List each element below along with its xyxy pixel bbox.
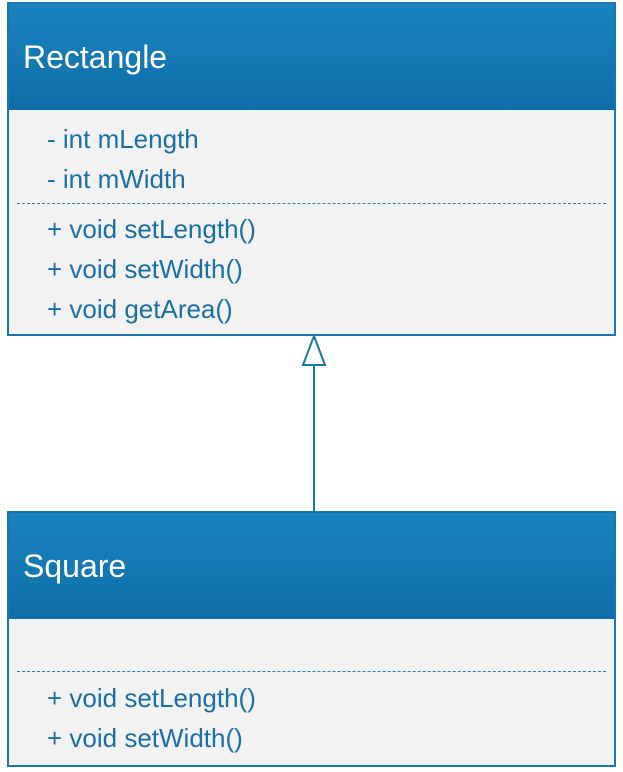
class-rectangle[interactable]: Rectangle - int mLength - int mWidth + v… <box>7 2 616 336</box>
operation-item: + void getArea() <box>47 294 233 324</box>
operation-item: + void setWidth() <box>47 254 243 284</box>
class-rectangle-operations: + void setLength() + void setWidth() + v… <box>9 204 614 329</box>
operation-item: + void setLength() <box>47 214 256 244</box>
attribute-item: - int mLength <box>47 124 199 154</box>
class-rectangle-attributes: - int mLength - int mWidth <box>9 110 614 203</box>
attribute-item: - int mWidth <box>47 164 186 194</box>
class-square[interactable]: Square + void setLength() + void setWidt… <box>7 511 616 767</box>
class-square-attributes <box>9 619 614 671</box>
compartment-divider <box>17 203 606 204</box>
generalization-arrowhead-icon <box>301 333 327 366</box>
class-rectangle-name: Rectangle <box>9 4 614 110</box>
compartment-divider <box>17 671 606 672</box>
operation-item: + void setWidth() <box>47 723 243 753</box>
class-square-name: Square <box>9 513 614 619</box>
operation-item: + void setLength() <box>47 683 256 713</box>
class-square-operations: + void setLength() + void setWidth() <box>9 672 614 758</box>
